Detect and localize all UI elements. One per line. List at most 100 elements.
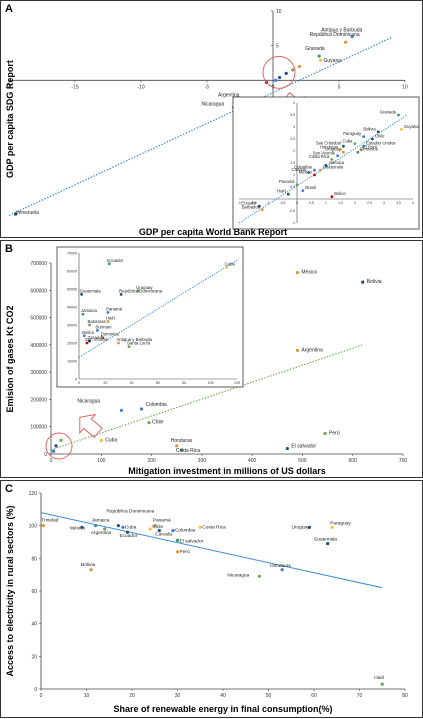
point-label: Nicaragua [77, 398, 100, 404]
x-tick-label: 0 [40, 693, 43, 699]
inset-frame [56, 246, 244, 388]
inset-x-tick-label: 4 [412, 201, 414, 205]
trendline [50, 344, 363, 451]
zoom-highlight-circle [45, 432, 73, 460]
data-point [318, 58, 323, 62]
x-tick-label: 400 [248, 458, 257, 464]
inset-point-label: Santa Lucía [127, 341, 151, 346]
data-point [14, 212, 18, 216]
data-point [80, 525, 84, 529]
x-axis-title: Share of renewable energy in final consu… [113, 704, 332, 714]
inset-data-point [307, 171, 310, 175]
inset-x-tick-label: 1 [325, 201, 327, 205]
inset-y-tick-label: 60000 [67, 269, 77, 273]
inset-point-label: Dominica [101, 332, 120, 337]
inset-data-point [362, 144, 366, 148]
inset-point-label: Antigua y Barbuda [117, 337, 153, 342]
data-point [175, 550, 180, 554]
inset-data-point [257, 204, 261, 208]
inset-x-tick-label: -2 [237, 201, 240, 205]
point-label: Colombia [146, 402, 167, 408]
data-point [125, 530, 130, 534]
chart-c: 0 10 20 30 40 50 60 70 80 0 20 40 60 80 100 120 Trinidad… [5, 491, 408, 714]
inset-point-label: Chile [375, 134, 385, 139]
inset-x-tick-label: 2.5 [367, 201, 372, 205]
zoom-highlight-circle [262, 55, 296, 89]
panel-b: B 0 100 200 300 400 500 600 700 0 100000 200000 300… [0, 240, 423, 478]
inset-data-point [107, 262, 111, 266]
inset-data-point [127, 345, 131, 348]
inset-data-point [318, 168, 322, 172]
inset-x-tick-label: 0 [78, 381, 80, 385]
point-label: Antigua y Barbuda [321, 28, 362, 34]
inset-point-label: Panamá [279, 179, 295, 184]
point-label: Chile [152, 420, 164, 426]
data-point [54, 444, 58, 448]
inset-data-point [106, 320, 110, 323]
inset-data-point [81, 312, 85, 316]
data-point [153, 524, 157, 528]
chart-a: -20-15-10-50510-15-10-5510VenezuelaArgen… [5, 9, 420, 237]
point-label: Panamá [153, 518, 171, 524]
inset-x-tick-label: 3.5 [396, 201, 401, 205]
inset-y-tick-label: 10000 [67, 359, 77, 363]
inset-data-point [313, 173, 316, 177]
inset-y-tick-label: 70000 [67, 251, 77, 255]
point-label: Argentina [218, 93, 240, 99]
data-point [361, 280, 365, 284]
y-tick-label: 10 [276, 9, 282, 15]
inset-data-point [88, 323, 91, 327]
point-label: Paraguay [330, 520, 351, 526]
data-point [116, 524, 120, 528]
x-tick-label: -20 [5, 84, 12, 90]
y-tick-label: 400000 [30, 343, 47, 349]
inset-data-point [356, 150, 360, 154]
x-tick-label: 50 [266, 693, 272, 699]
inset-data-point [336, 154, 339, 158]
data-point [175, 444, 179, 448]
inset-x-tick-label: 60 [156, 381, 160, 385]
inset-point-label: Cuba [342, 138, 353, 143]
inset-y-tick-label: 50000 [67, 287, 77, 291]
inset-x-tick-label: 2 [354, 201, 356, 205]
point-label: Nicaragua [227, 572, 249, 578]
inset-x-tick-label: -1.5 [251, 201, 257, 205]
y-axis-title: Emision of gases Kt CO2 [5, 305, 15, 412]
y-tick-label: 200000 [30, 397, 47, 403]
inset-point-label: Guatemala [80, 288, 102, 293]
x-tick-label: 60 [311, 693, 317, 699]
inset-y-tick-label: -0.5 [289, 209, 295, 213]
data-point [147, 421, 151, 425]
inset-point-label: Estados Unidos [366, 141, 395, 146]
data-point [297, 64, 301, 69]
point-label: Argentina [301, 347, 323, 353]
data-point [94, 524, 98, 528]
y-tick-label: 120 [29, 491, 38, 497]
inset-point-label: San Vicente [85, 337, 109, 342]
data-point [103, 527, 107, 531]
x-tick-label: 600 [349, 458, 358, 464]
inset-data-point [119, 293, 123, 296]
inset-point-label: Canadá [291, 167, 306, 172]
inset-data-point [117, 341, 120, 345]
point-label: Nicaragua [201, 101, 224, 107]
inset-data-point [342, 144, 345, 148]
inset-x-tick-label: 20 [103, 381, 107, 385]
inset-trendline [78, 259, 238, 358]
inset-y-tick-label: 0 [75, 377, 77, 381]
inset-trendline [238, 114, 408, 224]
data-point [171, 528, 175, 533]
data-point [295, 270, 299, 275]
inset-point-label: Ecuador [241, 201, 257, 206]
chart-b: 0 100 200 300 400 500 600 700010000020000030000… [5, 246, 407, 476]
point-label: Cuba [105, 437, 117, 443]
y-tick-label: 100 [29, 524, 38, 530]
inset-point-label: San Cristobal [316, 141, 341, 146]
inset-point-label: Bahamas [88, 319, 106, 324]
inset-data-point [295, 183, 299, 187]
point-label: El salvador [291, 444, 316, 450]
data-point [280, 568, 284, 572]
zoom-arrow-icon [79, 413, 103, 439]
data-point [278, 75, 282, 80]
inset-data-point [342, 150, 345, 154]
